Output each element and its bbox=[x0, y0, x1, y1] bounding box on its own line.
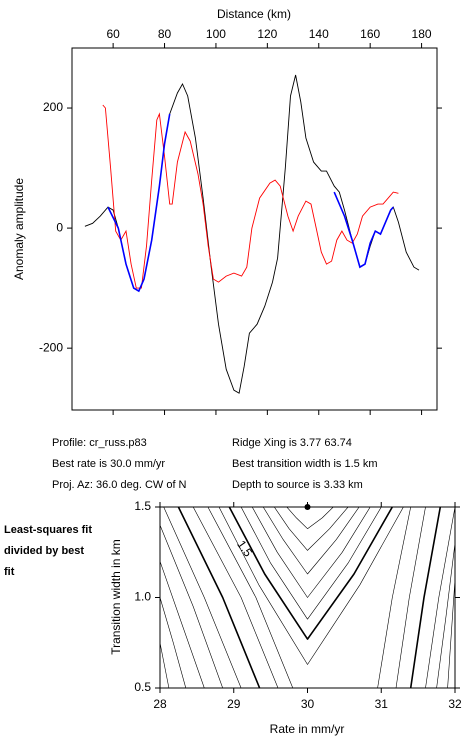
x-tick-label: 120 bbox=[257, 27, 277, 41]
contour-line bbox=[286, 506, 334, 529]
x-tick-label: 31 bbox=[375, 697, 389, 711]
y-axis-title: Anomaly amplitude bbox=[12, 178, 26, 280]
contour-title: Least-squares fit divided by best fit bbox=[4, 524, 93, 578]
contour-line bbox=[163, 506, 242, 689]
data-line bbox=[107, 113, 171, 293]
x-tick-label: 100 bbox=[206, 27, 226, 41]
x-tick-label: 140 bbox=[309, 27, 329, 41]
y-tick-label: -200 bbox=[39, 340, 63, 354]
contour-line bbox=[159, 642, 170, 689]
x-axis-title: Rate in mm/yr bbox=[270, 722, 345, 736]
data-line bbox=[102, 104, 399, 289]
x-tick-label: 60 bbox=[106, 27, 120, 41]
contour-line bbox=[159, 524, 223, 689]
y-tick-label: 0 bbox=[56, 220, 63, 234]
contour-line bbox=[395, 506, 426, 689]
y-tick-label: 1.0 bbox=[134, 590, 151, 604]
x-tick-label: 80 bbox=[158, 27, 172, 41]
contour-line bbox=[262, 506, 360, 575]
x-tick-label: 28 bbox=[153, 697, 167, 711]
contour-line bbox=[377, 506, 411, 689]
annotation: Best rate is 30.0 mm/yr bbox=[52, 458, 165, 470]
data-line bbox=[333, 191, 394, 269]
y-tick-label: 1.5 bbox=[134, 499, 151, 513]
x-axis-title: Distance (km) bbox=[217, 7, 291, 21]
contour-line bbox=[240, 506, 382, 620]
contour-line bbox=[177, 506, 261, 689]
contour-line bbox=[159, 561, 205, 689]
y-axis-title: Transition width in km bbox=[109, 539, 123, 655]
x-tick-label: 30 bbox=[301, 697, 315, 711]
x-tick-label: 32 bbox=[448, 697, 462, 711]
contour-line bbox=[447, 579, 456, 689]
x-tick-label: 29 bbox=[227, 697, 241, 711]
annotation: Profile: cr_russ.p83 bbox=[52, 437, 147, 449]
contour-line bbox=[425, 506, 456, 689]
y-tick-label: 0.5 bbox=[134, 680, 151, 694]
contour-line bbox=[274, 506, 349, 551]
x-tick-label: 180 bbox=[412, 27, 432, 41]
annotation: Proj. Az: 36.0 deg. CW of N bbox=[52, 479, 187, 491]
plot-frame bbox=[71, 47, 438, 411]
y-tick-label: 200 bbox=[43, 100, 63, 114]
contour-line bbox=[207, 506, 294, 689]
contour-line bbox=[251, 506, 371, 598]
contour-line bbox=[218, 506, 404, 665]
best-fit-point bbox=[304, 504, 311, 510]
contour-line bbox=[192, 506, 279, 689]
annotation: Depth to source is 3.33 km bbox=[232, 479, 363, 491]
contour-line bbox=[436, 543, 456, 689]
contour-line bbox=[409, 506, 442, 689]
contour-line bbox=[228, 506, 393, 640]
contour-title-box: Least-squares fit divided by best fit bbox=[4, 524, 93, 578]
x-tick-label: 160 bbox=[360, 27, 380, 41]
annotation: Best transition width is 1.5 km bbox=[232, 458, 378, 470]
contour-line bbox=[159, 597, 187, 689]
annotation: Ridge Xing is 3.77 63.74 bbox=[232, 437, 352, 449]
